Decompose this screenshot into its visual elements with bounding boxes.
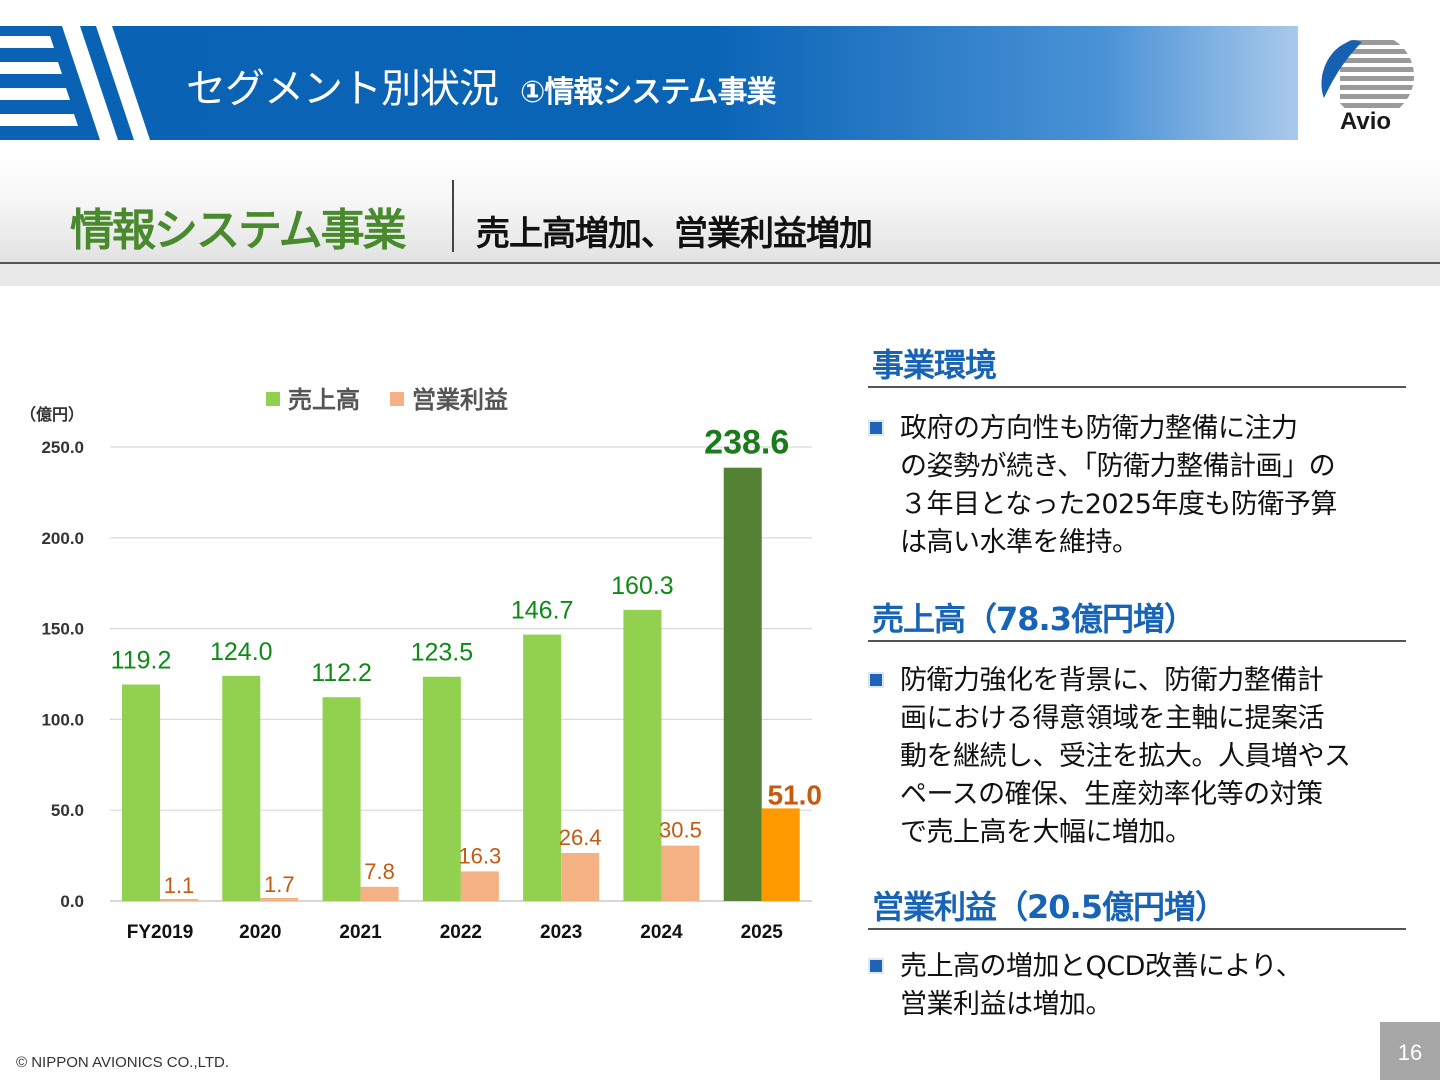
page-title-main: セグメント別状況 xyxy=(186,66,499,112)
bullet-square-icon xyxy=(868,672,884,688)
data-label-operating-profit: 16.3 xyxy=(458,843,501,868)
bar-operating-profit xyxy=(661,845,700,901)
avio-logo-icon xyxy=(1321,40,1414,108)
legend-label-sales: 売上高 xyxy=(288,386,360,414)
data-label-operating-profit: 51.0 xyxy=(767,779,822,810)
bar-operating-profit xyxy=(761,808,800,901)
heading-rule xyxy=(868,386,1406,388)
heading-operating-profit: 営業利益（20.5億円増） xyxy=(872,888,1227,926)
logo-text: Avio xyxy=(1339,108,1392,135)
bullet-square-icon xyxy=(868,420,884,436)
bar-sales xyxy=(523,634,562,901)
bar-sales xyxy=(222,675,261,901)
section-bar: 情報システム事業 売上高増加、営業利益増加 xyxy=(0,154,1440,264)
y-tick-label: 200.0 xyxy=(41,529,84,548)
copyright: © NIPPON AVIONICS CO.,LTD. xyxy=(16,1054,230,1071)
segment-bar-chart: 0.0 50.0 100.0 150.0 200.0 250.0 （億円） 売上高 営業利益 FY… xyxy=(20,386,822,943)
heading-sales: 売上高（78.3億円増） xyxy=(872,600,1196,638)
bullet-square-icon xyxy=(868,958,884,974)
heading-business-environment: 事業環境 xyxy=(872,346,997,384)
bar-operating-profit xyxy=(561,853,600,901)
bar-sales xyxy=(623,609,662,901)
header-banner: セグメント別状況 ①情報システム事業 xyxy=(0,26,1298,140)
data-label-sales: 160.3 xyxy=(611,572,674,600)
section-name: 情報システム事業 xyxy=(70,205,407,256)
data-label-sales: 119.2 xyxy=(111,647,172,675)
header-stripes-decoration xyxy=(0,26,150,140)
y-unit-label: （億円） xyxy=(20,405,84,424)
bar-operating-profit xyxy=(160,899,198,901)
heading-rule xyxy=(868,640,1406,642)
data-label-operating-profit: 7.8 xyxy=(364,859,395,884)
x-tick-label: 2022 xyxy=(440,922,482,943)
paragraph-business-environment: 政府の方向性も防衛力整備に注力 の姿勢が続き、「防衛力整備計画」の ３年目となっ… xyxy=(900,413,1337,558)
bar-operating-profit xyxy=(460,871,499,901)
data-label-sales: 112.2 xyxy=(311,659,372,687)
bar-sales xyxy=(723,467,762,901)
x-tick-label: 2025 xyxy=(741,922,784,943)
section-divider xyxy=(452,180,454,252)
legend-label-profit: 営業利益 xyxy=(412,386,508,414)
legend-swatch-sales xyxy=(266,392,280,406)
section-bar-shadow xyxy=(0,264,1440,286)
data-label-sales: 123.5 xyxy=(411,639,474,667)
bar-sales xyxy=(122,684,160,901)
paragraph-operating-profit: 売上高の増加とQCD改善により、 営業利益は増加。 xyxy=(900,951,1303,1020)
x-tick-label: FY2019 xyxy=(127,922,194,943)
y-tick-label: 100.0 xyxy=(41,710,84,729)
data-label-sales: 124.0 xyxy=(210,638,273,666)
page-title: セグメント別状況 ①情報システム事業 xyxy=(186,56,777,114)
x-tick-label: 2023 xyxy=(540,922,582,943)
bar-operating-profit xyxy=(360,886,399,901)
legend-swatch-profit xyxy=(390,392,404,406)
x-tick-label: 2020 xyxy=(239,922,281,943)
bar-sales xyxy=(322,697,361,901)
section-headline: 売上高増加、営業利益増加 xyxy=(476,214,873,254)
y-tick-label: 0.0 xyxy=(60,892,84,911)
bar-sales xyxy=(422,676,461,901)
page-title-sub: ①情報システム事業 xyxy=(520,75,777,110)
data-label-sales: 146.7 xyxy=(511,597,574,625)
data-label-operating-profit: 30.5 xyxy=(659,818,702,843)
bar-operating-profit xyxy=(260,897,299,901)
data-label-operating-profit: 1.1 xyxy=(164,873,195,898)
data-label-operating-profit: 26.4 xyxy=(559,825,602,850)
page-number: 16 xyxy=(1380,1022,1440,1080)
y-tick-label: 150.0 xyxy=(41,620,84,639)
x-tick-label: 2024 xyxy=(640,922,683,943)
y-tick-label: 250.0 xyxy=(41,438,84,457)
data-label-operating-profit: 1.7 xyxy=(264,872,295,897)
data-label-sales: 238.6 xyxy=(704,424,789,462)
paragraph-sales: 防衛力強化を背景に、防衛力整備計 画における得意領域を主軸に提案活 動を継続し、… xyxy=(900,665,1351,848)
x-tick-label: 2021 xyxy=(339,922,382,943)
y-tick-label: 50.0 xyxy=(51,801,84,820)
heading-rule xyxy=(868,928,1406,930)
